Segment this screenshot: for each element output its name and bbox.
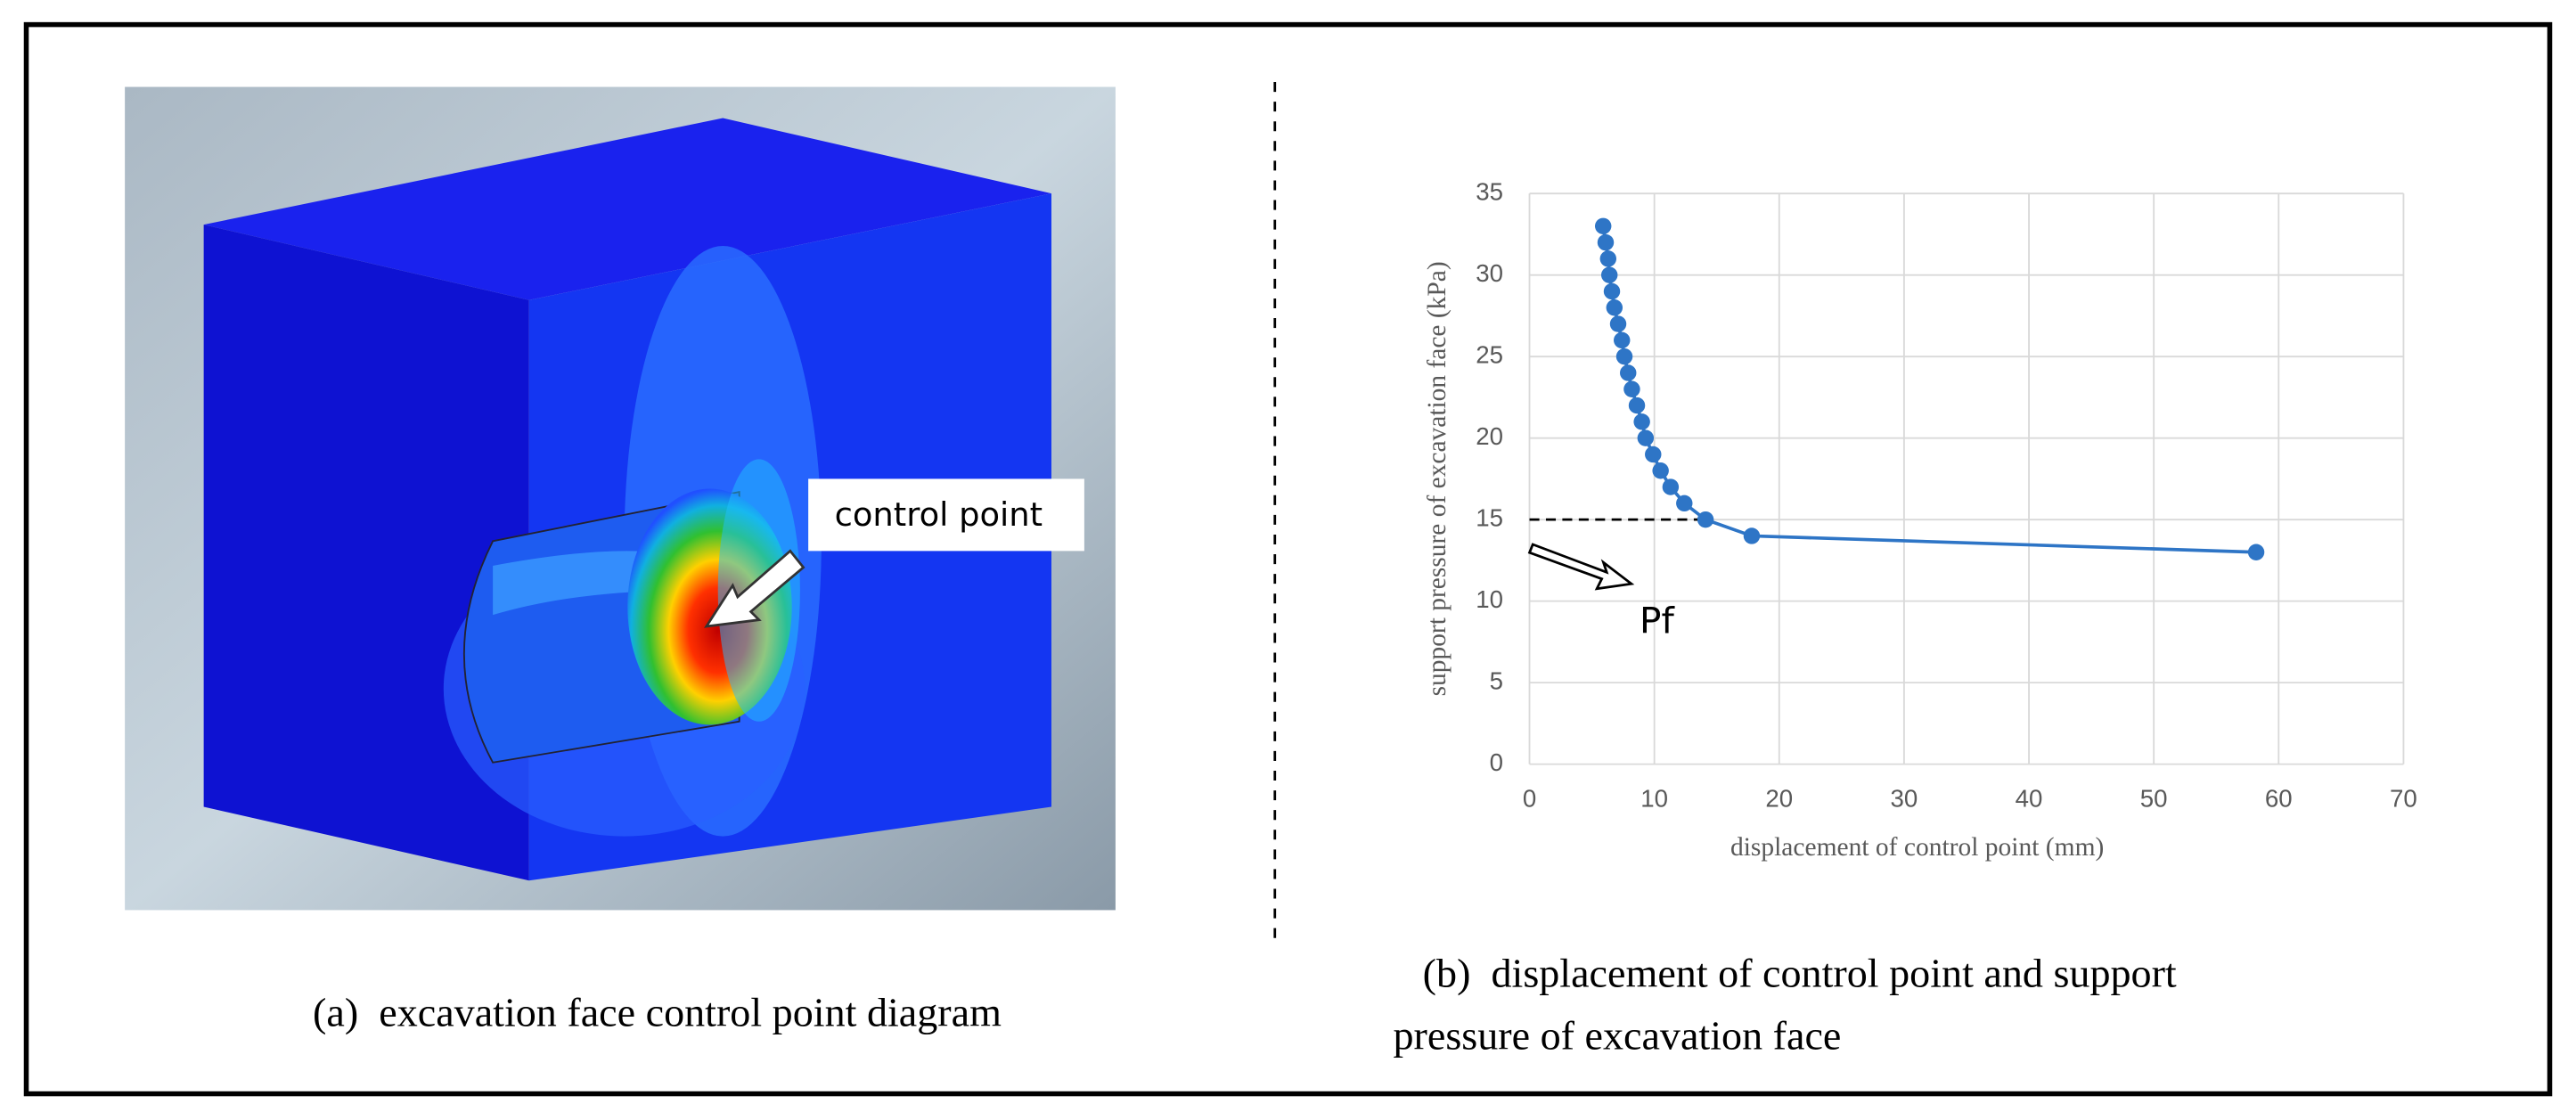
y-tick-label: 15 [1476,503,1503,531]
marker [1603,282,1621,300]
marker [1645,446,1662,463]
x-tick-label: 0 [1523,784,1536,812]
marker [1615,347,1633,365]
marker [1637,429,1655,446]
x-axis-label: displacement of control point (mm) [1730,833,2104,862]
marker [1597,233,1615,251]
caption: (b) displacement of control point and su… [1423,950,2177,995]
x-tick-label: 70 [2390,784,2417,812]
marker [1676,495,1693,512]
y-tick-label: 5 [1490,666,1503,694]
marker [1633,413,1650,430]
arrow [704,549,806,628]
marker [1697,511,1714,528]
y-tick-label: 35 [1476,177,1503,205]
marker [1614,331,1631,349]
render [125,86,1116,911]
x-tick-label: 10 [1640,784,1668,812]
y-tick-label: 0 [1490,748,1503,776]
y-tick-label: 30 [1476,259,1503,287]
x-tick-label: 50 [2140,784,2168,812]
y-tick-label: 10 [1476,585,1503,613]
marker [1662,478,1680,495]
y-axis-label: support pressure of excavation face (kPa… [1423,261,1452,696]
y-tick-label: 20 [1476,422,1503,450]
marker [1606,299,1623,316]
marker [1620,364,1637,381]
marker [1609,315,1627,332]
marker [1652,462,1669,479]
annotation-box [808,478,1084,552]
y-tick-label: 25 [1476,340,1503,368]
marker [1600,266,1618,283]
marker [1628,396,1646,414]
marker [2247,544,2265,560]
marker [1594,217,1612,234]
x-tick-label: 30 [1891,784,1918,812]
annotation: Pf [1640,599,1675,642]
marker [1743,527,1761,544]
x-tick-label: 20 [1765,784,1793,812]
annotation-arrow [1527,543,1635,591]
marker [1623,380,1640,397]
chart: 0 5 10 15 20 25 30 35 0 10 20 30 40 50 60 70 displacemen… [1423,177,2417,862]
marker [1599,250,1617,267]
caption: (a) excavation face control point diagra… [313,990,1002,1035]
annotation: control point [835,495,1043,534]
x-tick-label: 40 [2016,784,2043,812]
x-tick-label: 60 [2265,784,2293,812]
caption: pressure of excavation face [1394,1012,1842,1058]
